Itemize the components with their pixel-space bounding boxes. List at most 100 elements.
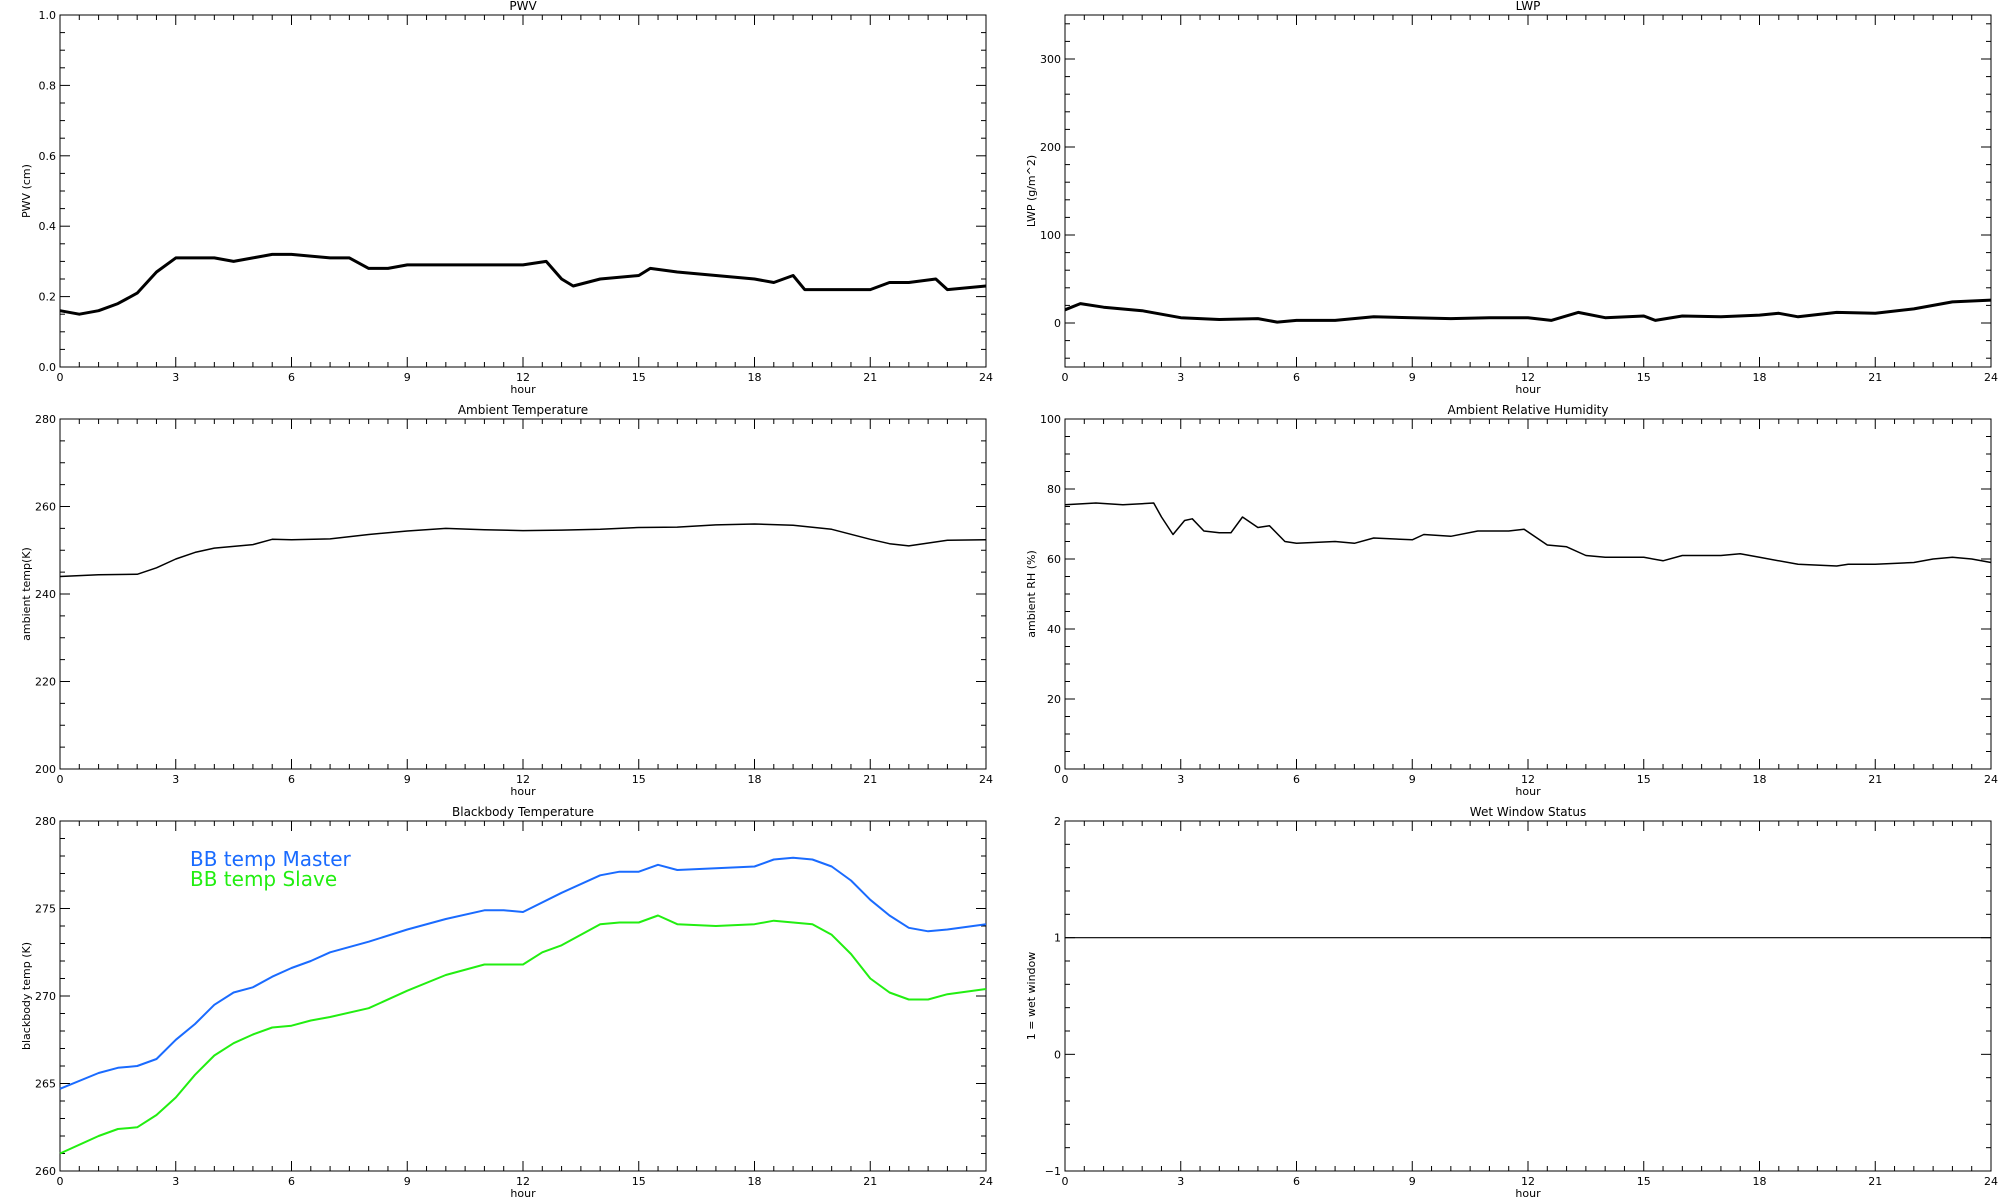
y-tick-label: −1: [1045, 1165, 1061, 1178]
x-tick-label: 3: [1177, 371, 1184, 384]
series-line: [59, 914, 987, 1155]
chart-title: Ambient Temperature: [458, 403, 588, 417]
chart-panel: 0 3 6 9 12 15 18 21 24 0 20 40 60 80 100 Ambient Relati…: [1025, 403, 1998, 798]
series-line: [59, 252, 987, 316]
y-tick-label: 0: [1054, 317, 1061, 330]
x-tick-label: 24: [1984, 773, 1998, 786]
x-tick-label: 18: [1753, 1175, 1767, 1188]
x-tick-label: 18: [748, 371, 762, 384]
chart-title: LWP: [1516, 0, 1541, 13]
plot-frame: [1064, 418, 1992, 770]
x-tick-label: 9: [1409, 1175, 1416, 1188]
x-tick-label: 6: [1293, 1175, 1300, 1188]
chart-title: Ambient Relative Humidity: [1448, 403, 1609, 417]
chart-panel: 0 3 6 9 12 15 18 21 24 260 265 270 275 280 Blackbody T…: [20, 805, 993, 1200]
x-tick-label: 9: [404, 371, 411, 384]
x-tick-label: 6: [1293, 773, 1300, 786]
x-tick-label: 12: [1521, 1175, 1535, 1188]
x-tick-label: 24: [979, 1175, 993, 1188]
x-tick-label: 9: [404, 1175, 411, 1188]
y-tick-label: 0.8: [39, 79, 57, 92]
x-tick-label: 24: [1984, 371, 1998, 384]
x-tick-label: 12: [1521, 371, 1535, 384]
y-tick-label: 240: [35, 588, 56, 601]
y-tick-label: 280: [35, 815, 56, 828]
legend-entry: BB temp Slave: [190, 867, 337, 891]
x-tick-label: 18: [1753, 773, 1767, 786]
y-tick-label: 0: [1054, 1048, 1061, 1061]
series-line: [59, 856, 987, 1090]
plot-frame: [1064, 820, 1992, 1172]
chart-panel: 0 3 6 9 12 15 18 21 24 0.0 0.2 0.4 0.6 0.8 1.0 PWV hour P…: [20, 0, 993, 396]
x-tick-label: 21: [863, 773, 877, 786]
y-axis-label: LWP (g/m^2): [1025, 155, 1038, 227]
x-tick-label: 24: [979, 773, 993, 786]
y-tick-label: 265: [35, 1078, 56, 1091]
x-tick-label: 6: [288, 773, 295, 786]
y-tick-label: 100: [1040, 413, 1061, 426]
x-tick-label: 21: [863, 371, 877, 384]
y-tick-label: 280: [35, 413, 56, 426]
x-tick-label: 21: [1868, 1175, 1882, 1188]
x-tick-label: 3: [172, 1175, 179, 1188]
x-tick-label: 12: [516, 773, 530, 786]
y-axis-label: 1 = wet window: [1025, 952, 1038, 1041]
y-tick-label: 0.6: [39, 150, 57, 163]
x-axis-label: hour: [510, 383, 536, 396]
series-line: [1064, 502, 1992, 567]
x-tick-label: 18: [1753, 371, 1767, 384]
plot-frame: [59, 418, 987, 770]
x-tick-label: 9: [404, 773, 411, 786]
x-axis-label: hour: [1515, 785, 1541, 798]
x-tick-label: 12: [1521, 773, 1535, 786]
x-axis-label: hour: [510, 1187, 536, 1200]
x-tick-label: 6: [288, 1175, 295, 1188]
y-tick-label: 2: [1054, 815, 1061, 828]
x-tick-label: 3: [172, 371, 179, 384]
y-tick-label: 1: [1054, 932, 1061, 945]
y-tick-label: 20: [1047, 693, 1061, 706]
x-tick-label: 9: [1409, 773, 1416, 786]
x-tick-label: 0: [1062, 1175, 1069, 1188]
y-tick-label: 0: [1054, 763, 1061, 776]
series-line: [59, 523, 987, 578]
x-tick-label: 6: [1293, 371, 1300, 384]
y-tick-label: 0.2: [39, 291, 57, 304]
chart-title: Wet Window Status: [1470, 805, 1586, 819]
chart-title: Blackbody Temperature: [452, 805, 594, 819]
y-axis-label: PWV (cm): [20, 164, 33, 218]
x-tick-label: 15: [632, 371, 646, 384]
y-tick-label: 0.4: [39, 220, 57, 233]
y-tick-label: 260: [35, 1165, 56, 1178]
y-tick-label: 270: [35, 990, 56, 1003]
x-tick-label: 3: [172, 773, 179, 786]
x-tick-label: 0: [57, 1175, 64, 1188]
y-tick-label: 300: [1040, 53, 1061, 66]
plot-frame: [59, 14, 987, 368]
y-tick-label: 200: [1040, 141, 1061, 154]
x-axis-label: hour: [1515, 383, 1541, 396]
x-tick-label: 21: [1868, 773, 1882, 786]
x-tick-label: 21: [863, 1175, 877, 1188]
x-tick-label: 0: [57, 773, 64, 786]
x-tick-label: 3: [1177, 1175, 1184, 1188]
x-tick-label: 15: [1637, 1175, 1651, 1188]
y-tick-label: 0.0: [39, 361, 57, 374]
chart-panel: 0 3 6 9 12 15 18 21 24 0 100 200 300 LWP hour LWP (g/m^…: [1025, 0, 1998, 396]
x-tick-label: 6: [288, 371, 295, 384]
y-tick-label: 1.0: [39, 9, 57, 22]
y-tick-label: 40: [1047, 623, 1061, 636]
x-tick-label: 0: [1062, 371, 1069, 384]
x-tick-label: 18: [748, 773, 762, 786]
x-tick-label: 0: [57, 371, 64, 384]
y-tick-label: 60: [1047, 553, 1061, 566]
x-tick-label: 18: [748, 1175, 762, 1188]
y-axis-label: ambient temp(K): [20, 547, 33, 641]
y-tick-label: 260: [35, 501, 56, 514]
y-tick-label: 80: [1047, 483, 1061, 496]
x-tick-label: 0: [1062, 773, 1069, 786]
x-tick-label: 9: [1409, 371, 1416, 384]
x-axis-label: hour: [1515, 1187, 1541, 1200]
